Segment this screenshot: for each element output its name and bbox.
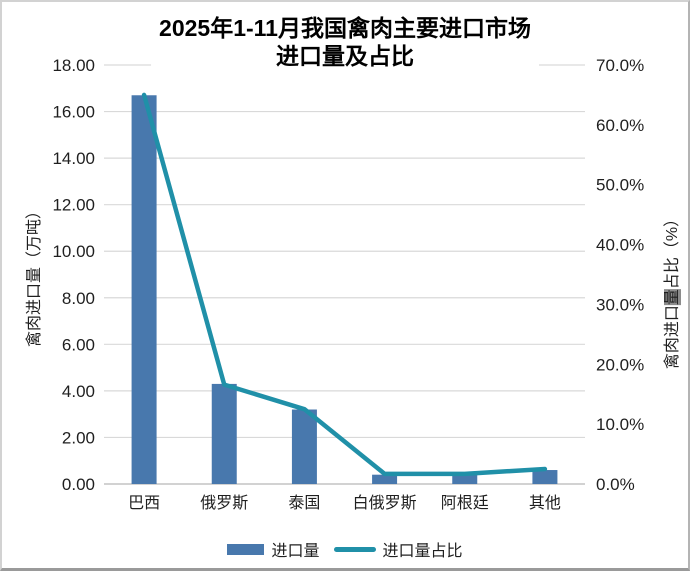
left-axis-tick-label: 4.00 — [62, 382, 95, 401]
right-axis-tick-label: 30.0% — [596, 295, 644, 314]
right-axis-title-pre: 禽肉进口 — [664, 305, 681, 370]
category-label-俄罗斯: 俄罗斯 — [200, 494, 248, 512]
right-axis-tick-label: 60.0% — [596, 116, 644, 135]
category-label-巴西: 巴西 — [128, 495, 160, 512]
left-axis-tick-label: 18.00 — [52, 56, 95, 75]
right-axis-title-highlight: 量 — [664, 289, 681, 306]
bar-其他 — [532, 470, 558, 484]
bar-阿根廷 — [452, 474, 478, 484]
left-axis-tick-label: 16.00 — [52, 103, 95, 122]
right-axis-title: 禽肉进口量占比（%） — [658, 211, 682, 369]
right-axis-tick-label: 50.0% — [596, 176, 644, 195]
category-label-其他: 其他 — [529, 494, 561, 512]
share-line — [141, 92, 548, 477]
right-axis-tick-label: 10.0% — [596, 415, 644, 434]
legend-bar-label: 进口量 — [271, 543, 320, 560]
chart-title-line2: 进口量及占比 — [276, 43, 414, 69]
bar-白俄罗斯 — [372, 474, 398, 484]
left-axis-tick-label: 2.00 — [62, 428, 95, 447]
left-axis-tick-label: 10.00 — [52, 242, 95, 261]
right-axis-tick-label: 70.0% — [596, 56, 644, 75]
left-axis-title: 禽肉进口量（万吨） — [26, 202, 43, 348]
chart-title: 2025年1-11月我国禽肉主要进口市场 进口量及占比 — [151, 14, 539, 70]
category-label-白俄罗斯: 白俄罗斯 — [353, 494, 417, 512]
left-axis-tick-label: 8.00 — [62, 289, 95, 308]
left-axis-tick-label: 14.00 — [52, 149, 95, 168]
legend-line-swatch-icon — [333, 546, 376, 552]
category-label-阿根廷: 阿根廷 — [441, 494, 489, 512]
bar-俄罗斯 — [211, 383, 237, 484]
legend: 进口量 进口量占比 — [2, 537, 688, 561]
chart-title-line1: 2025年1-11月我国禽肉主要进口市场 — [159, 15, 531, 41]
right-axis-title-post: 占比（%） — [664, 210, 681, 290]
legend-bar-swatch-icon — [227, 543, 265, 555]
right-axis-tick-label: 40.0% — [596, 236, 644, 255]
right-axis-tick-label: 0.0% — [596, 475, 635, 494]
bar-巴西 — [131, 95, 157, 484]
right-axis-tick-label: 20.0% — [596, 355, 644, 374]
left-axis-tick-label: 0.00 — [62, 475, 95, 494]
bar-泰国 — [291, 409, 317, 484]
left-axis-tick-label: 12.00 — [52, 196, 95, 215]
legend-line-label: 进口量占比 — [382, 543, 463, 560]
category-label-泰国: 泰国 — [288, 494, 320, 512]
left-axis-tick-label: 6.00 — [62, 335, 95, 354]
